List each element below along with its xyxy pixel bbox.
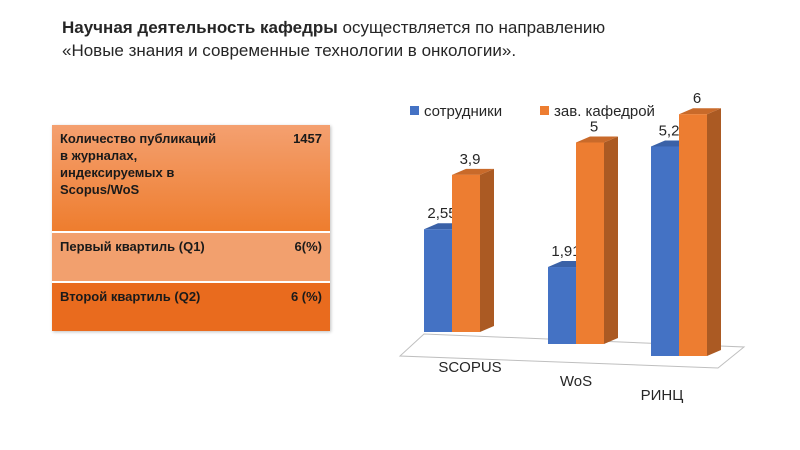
data-label-0-2: 5,2	[659, 122, 680, 139]
bar-top-1-2	[679, 108, 721, 115]
heading-bold: Научная деятельность кафедры	[62, 18, 338, 37]
data-label-1-2: 6	[693, 90, 701, 107]
table-row-q2: Второй квартиль (Q2) 6 (%)	[52, 281, 330, 331]
bar-зав-кафедрой-2	[679, 114, 707, 356]
bar-side-1-0	[480, 168, 494, 332]
category-label-2: РИНЦ	[641, 387, 684, 404]
legend-label-0: сотрудники	[424, 103, 502, 120]
category-label-0: SCOPUS	[438, 359, 501, 376]
bar-зав-кафедрой-0	[452, 174, 480, 332]
data-label-0-0: 2,55	[427, 205, 456, 222]
bar-top-1-0	[452, 168, 494, 175]
heading-rest: осуществляется по направлению «Новые зна…	[62, 18, 606, 60]
legend-swatch-1	[540, 106, 549, 115]
bar-сотрудники-0	[424, 229, 452, 332]
q1-value: 6(%)	[234, 231, 330, 282]
category-label-1: WoS	[560, 373, 592, 390]
bar-side-1-2	[707, 108, 721, 356]
bar-top-1-1	[576, 136, 618, 143]
data-label-1-1: 5	[590, 119, 598, 136]
table-row-publications: Количество публикаций в журналах, индекс…	[52, 125, 330, 232]
data-label-1-0: 3,9	[460, 151, 481, 168]
bar-сотрудники-2	[651, 146, 679, 356]
data-label-0-1: 1,91	[551, 243, 580, 260]
bar-side-1-1	[604, 136, 618, 344]
table-row-q1: Первый квартиль (Q1) 6(%)	[52, 231, 330, 282]
publications-label: Количество публикаций в журналах, индекс…	[52, 125, 234, 232]
legend-label-1: зав. кафедрой	[554, 103, 655, 120]
chart-floor	[398, 333, 746, 369]
bar-сотрудники-1	[548, 267, 576, 344]
legend-swatch-0	[410, 106, 419, 115]
bar-зав-кафедрой-1	[576, 142, 604, 344]
slide-heading: Научная деятельность кафедры осуществляе…	[62, 16, 622, 62]
q2-value: 6 (%)	[234, 281, 330, 331]
publications-value: 1457	[234, 125, 330, 232]
publications-table: Количество публикаций в журналах, индекс…	[52, 125, 330, 331]
q2-label: Второй квартиль (Q2)	[52, 281, 234, 331]
q1-label: Первый квартиль (Q1)	[52, 231, 234, 282]
